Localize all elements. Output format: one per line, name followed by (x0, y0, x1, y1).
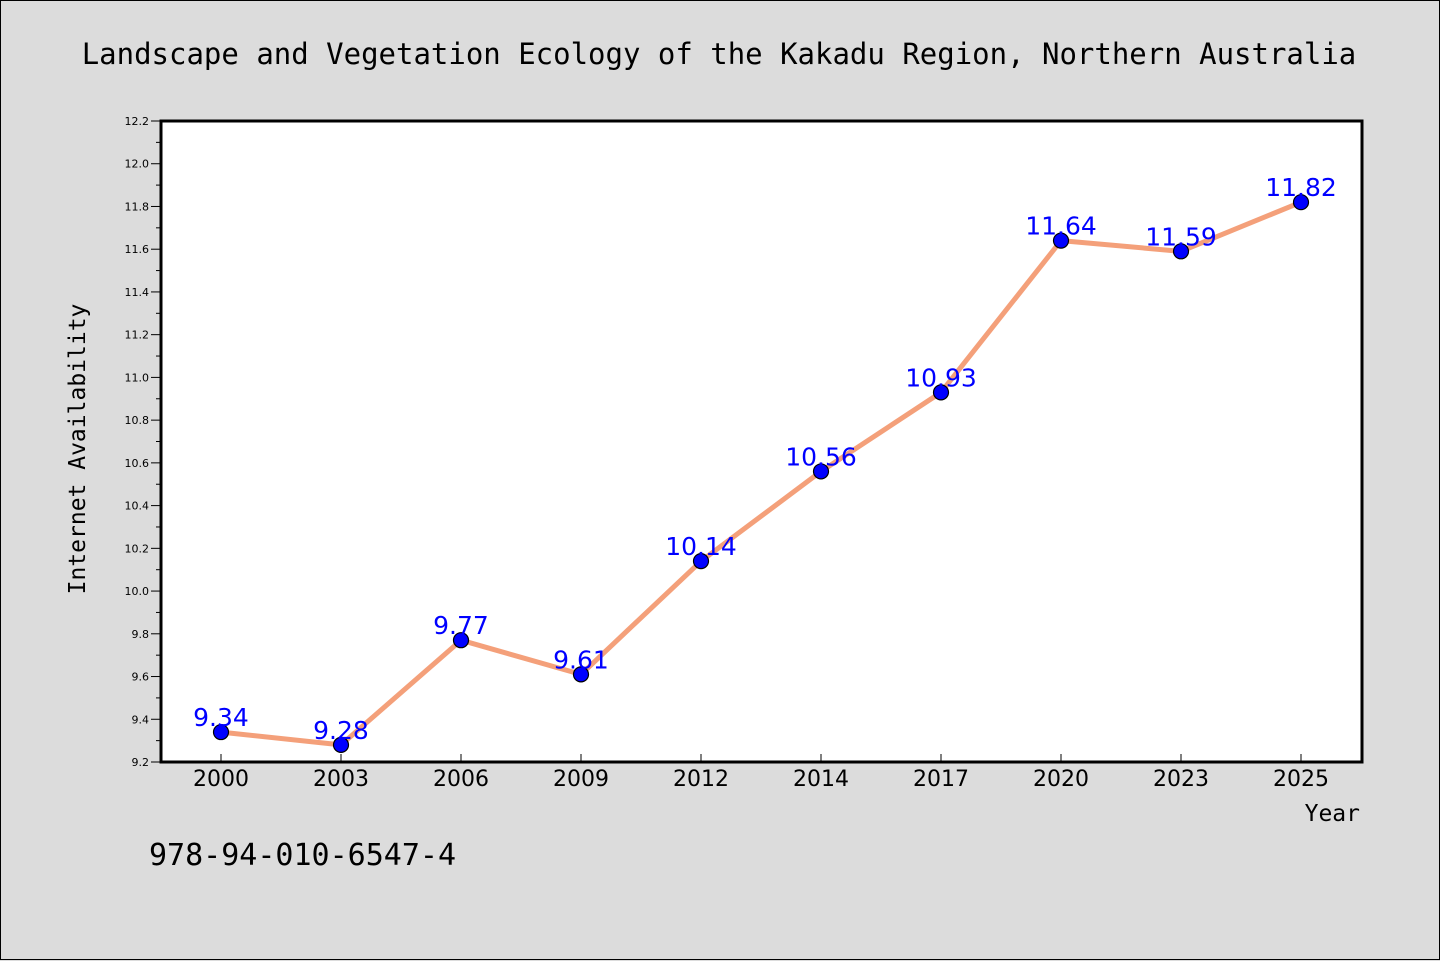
data-point (212, 723, 230, 741)
data-label: 11.64 (1025, 212, 1097, 241)
x-tick-label: 2012 (673, 767, 729, 792)
data-point (932, 384, 950, 401)
y-axis: 9.2 9.4 9.6 9.8 10.0 10.2 10.4 10.6 10.8 11.0 11.2… (125, 115, 161, 769)
x-tick-label: 2023 (1153, 767, 1209, 792)
y-axis-label: Internet Availability (65, 304, 91, 595)
data-label: 9.28 (313, 716, 369, 745)
y-tick-label: 10.8 (125, 414, 150, 427)
isbn-text: 978-94-010-6547-4 (149, 838, 456, 873)
data-point (452, 632, 470, 649)
x-tick-label: 2000 (193, 767, 249, 792)
x-tick-label: 2017 (913, 767, 969, 792)
data-labels: 9.34 9.28 9.77 9.61 10.14 10.56 10.93 11.64 11.5… (193, 173, 1337, 745)
data-point (1052, 232, 1070, 249)
data-label: 10.56 (785, 442, 857, 471)
y-tick-label: 9.4 (132, 713, 150, 726)
series-line (220, 199, 1302, 748)
chart-title: Landscape and Vegetation Ecology of the … (82, 37, 1357, 71)
data-label: 9.34 (193, 703, 249, 732)
y-tick-label: 10.2 (125, 542, 150, 555)
data-label: 10.14 (665, 532, 737, 561)
y-tick-label: 11.6 (125, 243, 150, 256)
data-label: 11.59 (1145, 222, 1217, 251)
y-tick-label: 11.8 (125, 200, 150, 213)
data-point (692, 553, 710, 570)
plot-area (159, 119, 1364, 764)
data-point (1172, 243, 1190, 260)
y-tick-label: 11.2 (125, 329, 150, 342)
x-tick-label: 2009 (553, 767, 609, 792)
x-axis-label: Year (1305, 801, 1360, 827)
x-tick-label: 2025 (1273, 767, 1329, 792)
data-point (332, 736, 350, 754)
data-label: 9.61 (553, 645, 609, 674)
data-label: 11.82 (1265, 173, 1337, 202)
y-tick-label: 9.6 (132, 671, 150, 684)
x-axis: 2000 2003 2006 2009 2012 2014 2017 2020 2023 2025 (193, 754, 1329, 792)
y-tick-label: 12.2 (125, 115, 150, 128)
data-markers (212, 194, 1310, 754)
x-tick-label: 2003 (313, 767, 369, 792)
y-tick-label: 12.0 (125, 158, 150, 171)
data-label: 9.77 (433, 611, 489, 640)
y-tick-label: 10.4 (125, 500, 150, 513)
y-tick-label: 10.6 (125, 457, 150, 470)
data-point (812, 463, 830, 480)
data-label: 10.93 (905, 363, 977, 392)
data-point (1292, 194, 1310, 211)
data-point (572, 666, 590, 683)
x-tick-label: 2020 (1033, 767, 1089, 792)
y-tick-label: 11.4 (125, 286, 150, 299)
y-tick-label: 9.8 (132, 628, 150, 641)
y-tick-label: 10.0 (125, 585, 150, 598)
y-tick-label: 11.0 (125, 371, 150, 384)
x-tick-label: 2014 (793, 767, 849, 792)
x-tick-label: 2006 (433, 767, 489, 792)
y-tick-label: 9.2 (132, 756, 150, 769)
